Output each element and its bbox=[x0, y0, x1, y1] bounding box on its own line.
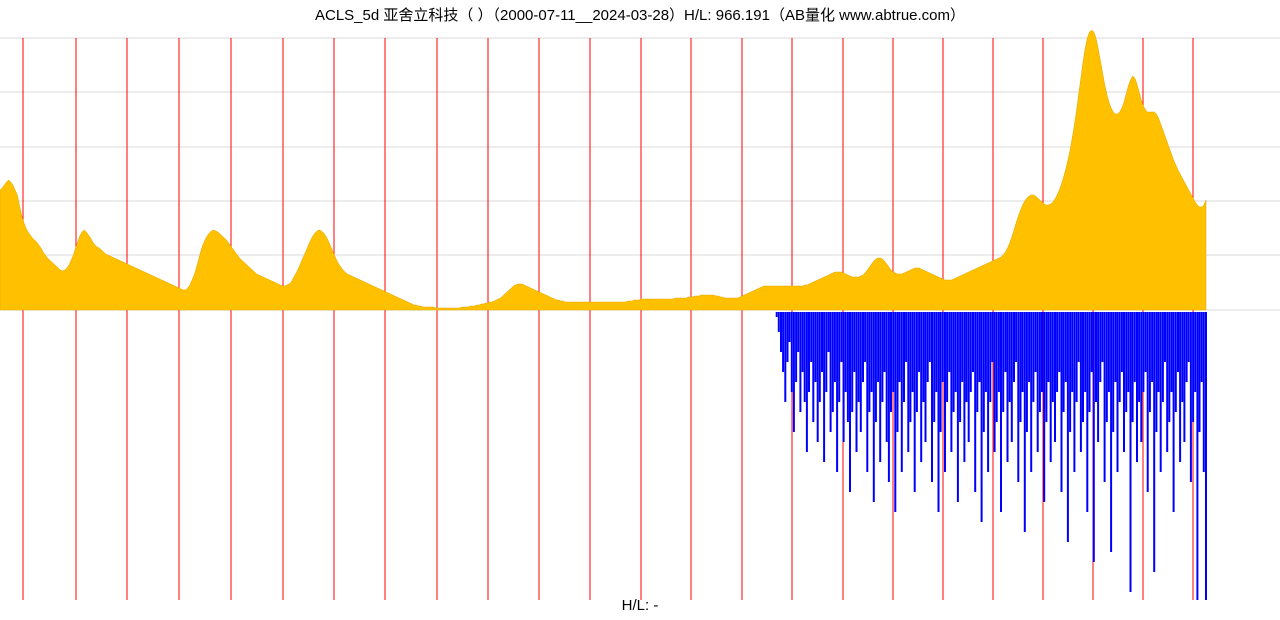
chart-footer: H/L: - bbox=[0, 597, 1280, 614]
chart-title: ACLS_5d 亚舍立科技（ ）（2000-07-11__2024-03-28）… bbox=[0, 4, 1280, 25]
lower-bar-series bbox=[777, 312, 1206, 600]
upper-area-series bbox=[0, 30, 1206, 310]
chart-area bbox=[0, 30, 1280, 600]
chart-svg bbox=[0, 30, 1280, 600]
